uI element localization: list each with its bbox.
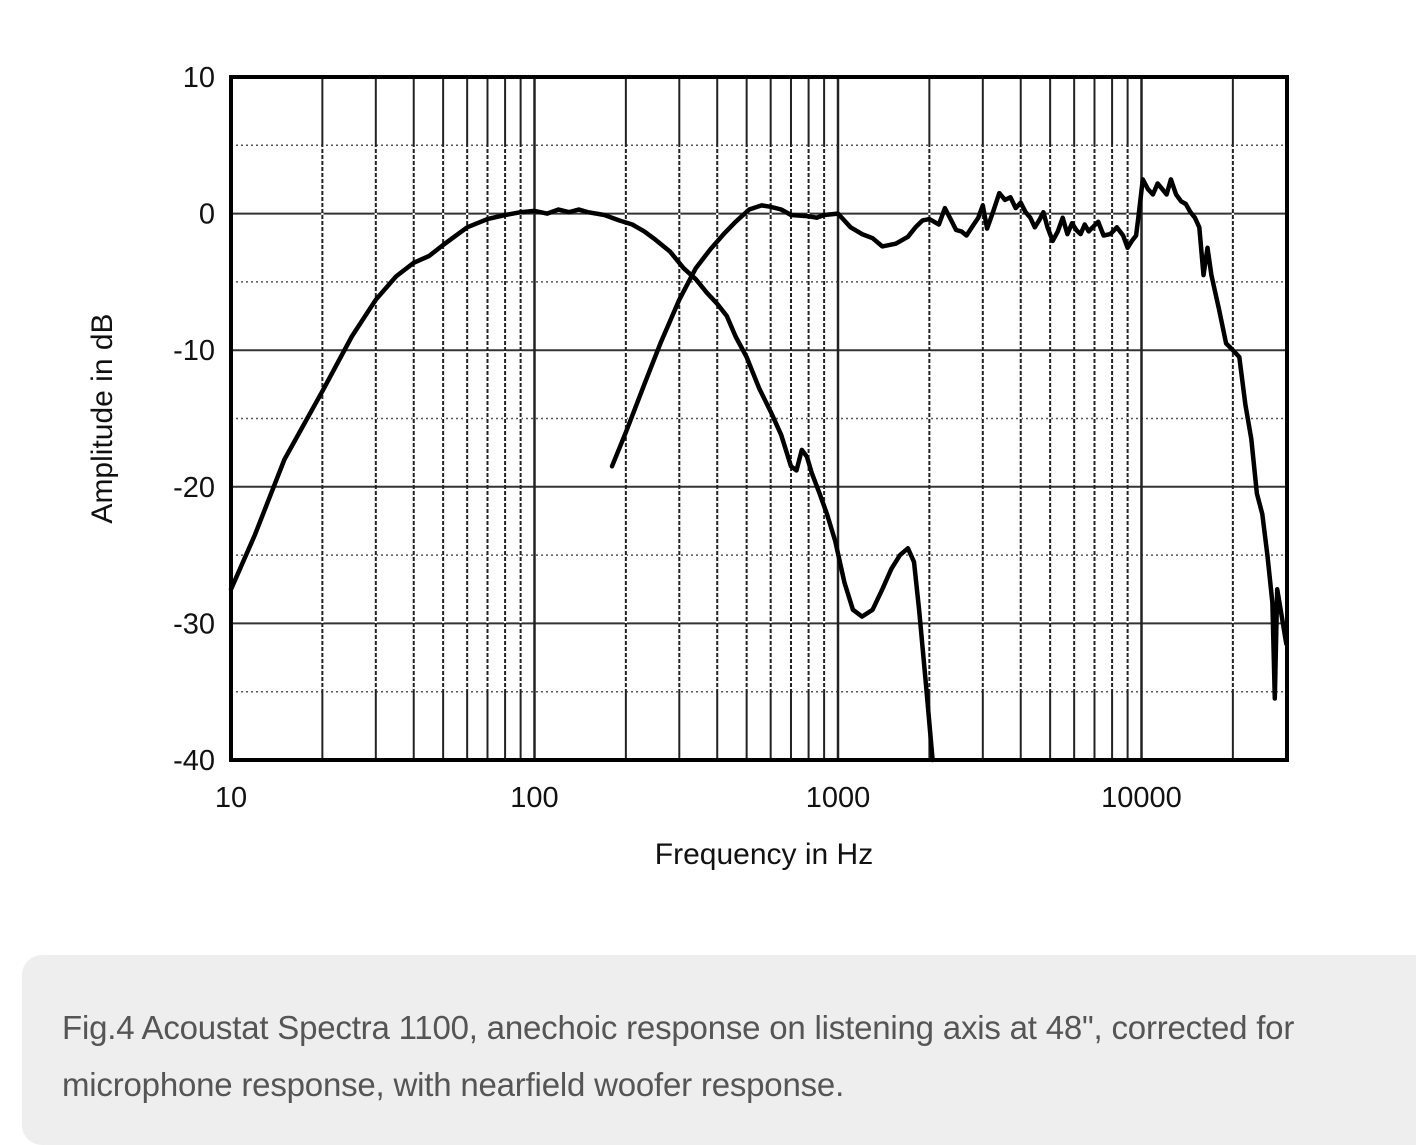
series-line-2 <box>609 177 1289 701</box>
plot-frame <box>229 75 1289 762</box>
y-tick-label: 0 <box>199 199 215 231</box>
frequency-response-chart: 10 0 -10 -20 -30 -40 10 100 1000 10000 Frequency… <box>86 62 1289 871</box>
x-tick-label: 10000 <box>1101 782 1182 814</box>
chart-canvas: 100-10-20-30-40 10 100 1000 10000 Frequency… <box>86 62 1289 871</box>
y-tick-label: 10 <box>183 62 215 94</box>
x-tick-label: 1000 <box>806 782 871 814</box>
data-lines <box>228 177 1289 763</box>
grid <box>231 76 1287 761</box>
figure-caption-box: Fig.4 Acoustat Spectra 1100, anechoic re… <box>22 955 1416 1145</box>
x-tick-label: 10 <box>215 782 247 814</box>
y-tick-label: -40 <box>173 745 215 777</box>
x-tick-label: 100 <box>510 782 558 814</box>
y-tick-label: -30 <box>173 608 215 640</box>
y-tick-label: -20 <box>173 472 215 504</box>
y-axis-label: Amplitude in dB <box>86 313 119 523</box>
x-tick-labels: 10 100 1000 10000 <box>215 782 1182 814</box>
y-tick-label: -10 <box>173 335 215 367</box>
series-line-1 <box>228 207 935 763</box>
x-axis-label: Frequency in Hz <box>655 838 873 871</box>
figure-caption: Fig.4 Acoustat Spectra 1100, anechoic re… <box>62 1009 1295 1103</box>
y-tick-labels: 10 0 -10 -20 -30 -40 <box>173 62 215 777</box>
